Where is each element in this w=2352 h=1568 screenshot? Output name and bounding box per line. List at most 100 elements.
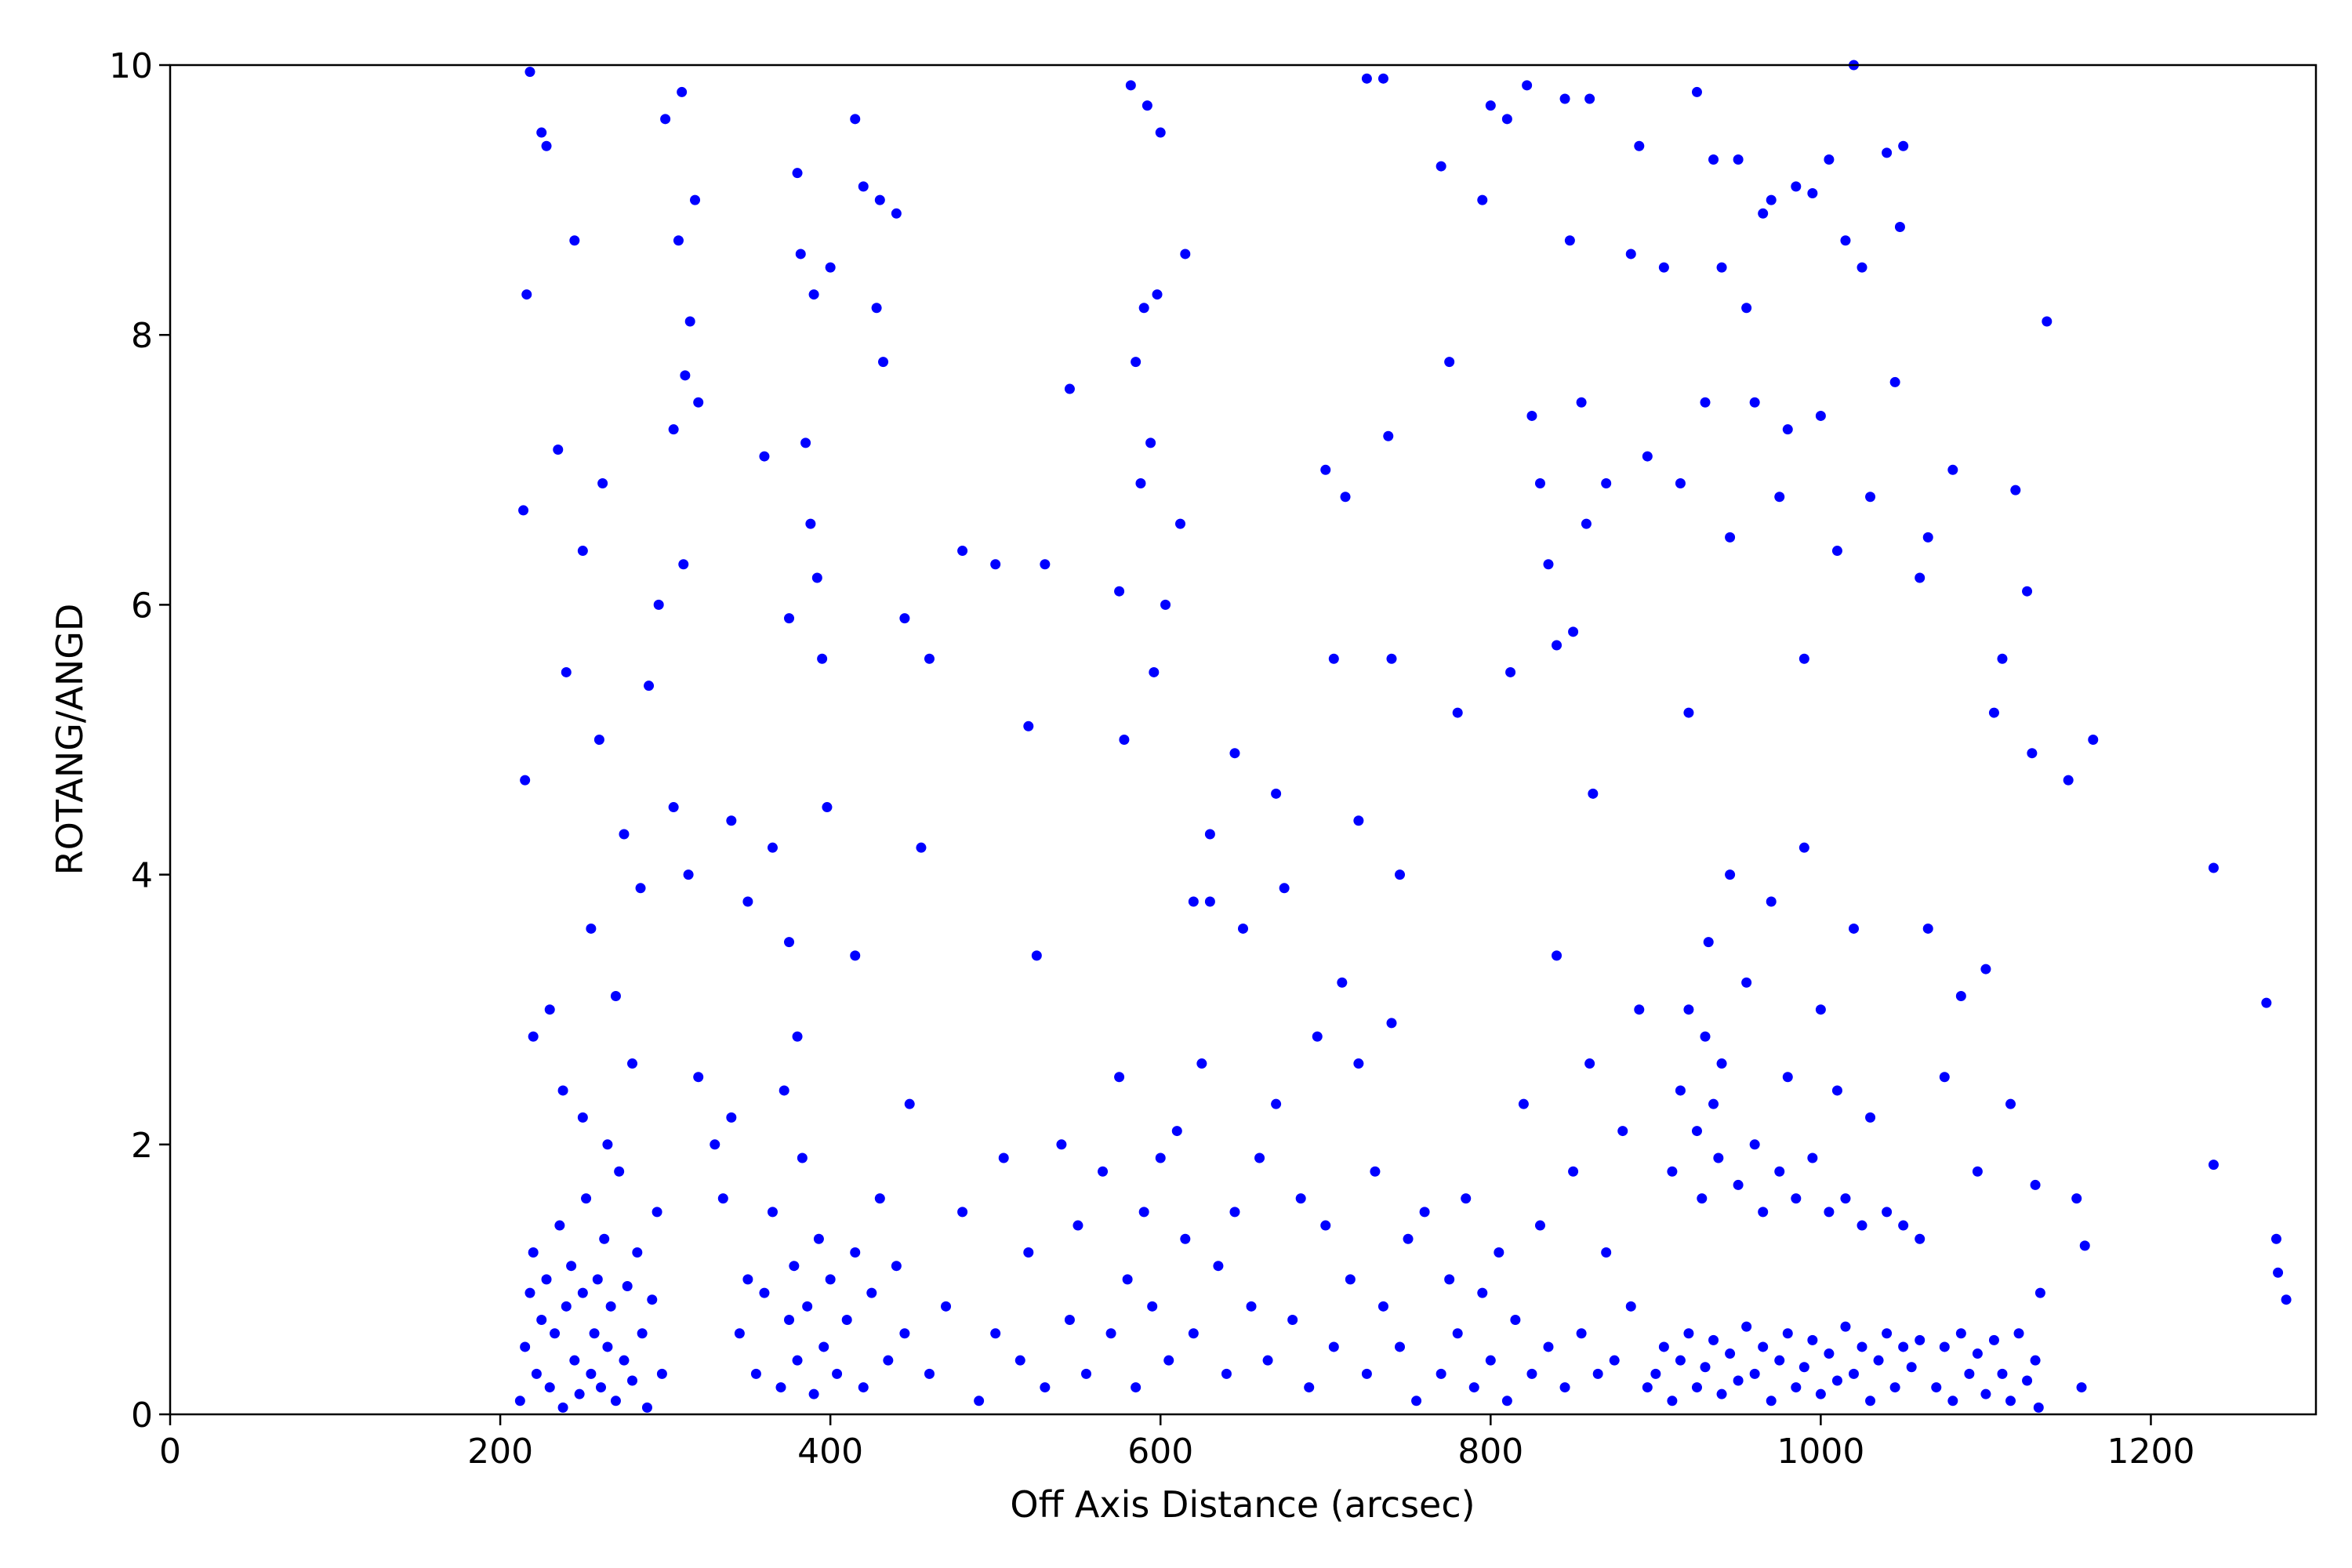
data-point: [1798, 1362, 1809, 1373]
y-tick-label: 4: [131, 856, 153, 896]
data-point: [742, 896, 753, 907]
data-point: [1444, 357, 1455, 368]
data-point: [1543, 1341, 1554, 1352]
data-point: [1386, 653, 1397, 664]
data-point: [1831, 546, 1842, 557]
data-point: [1526, 1368, 1537, 1379]
y-tick-label: 10: [109, 46, 153, 86]
data-point: [1749, 1368, 1760, 1379]
data-point: [1477, 194, 1488, 205]
data-point: [1353, 815, 1364, 826]
data-point: [1188, 896, 1199, 907]
data-point: [871, 303, 882, 314]
data-point: [1229, 748, 1240, 759]
data-point: [899, 613, 910, 624]
data-point: [1534, 478, 1545, 489]
data-point: [1725, 869, 1736, 880]
data-point: [668, 802, 679, 813]
data-point: [1229, 1207, 1240, 1218]
data-point: [652, 1207, 662, 1218]
data-point: [577, 1287, 588, 1298]
data-point: [1056, 1139, 1067, 1150]
data-point: [1518, 1098, 1529, 1109]
data-point: [544, 1004, 555, 1015]
data-point: [1782, 1328, 1793, 1339]
data-point: [2030, 1179, 2041, 1190]
y-tick-label: 0: [131, 1396, 153, 1436]
data-point: [1377, 1301, 1388, 1312]
data-point: [536, 1315, 547, 1326]
data-point: [1328, 653, 1339, 664]
data-point: [904, 1098, 915, 1109]
data-point: [1501, 1396, 1512, 1406]
data-point: [822, 802, 833, 813]
data-point: [2071, 1193, 2082, 1204]
data-point: [1174, 518, 1185, 529]
data-point: [2013, 1328, 2024, 1339]
data-point: [1501, 114, 1512, 125]
data-point: [1716, 262, 1727, 273]
data-point: [1295, 1193, 1306, 1204]
data-point: [1246, 1301, 1257, 1312]
data-point: [1617, 1126, 1628, 1137]
data-point: [528, 1247, 539, 1258]
data-point: [2022, 586, 2033, 597]
data-point: [850, 114, 861, 125]
data-point: [1824, 1348, 1835, 1359]
data-point: [1848, 923, 1859, 934]
data-point: [1345, 1274, 1356, 1285]
data-point: [2208, 862, 2219, 873]
data-point: [1568, 1166, 1579, 1177]
x-tick-label: 1000: [1777, 1432, 1864, 1472]
data-point: [832, 1368, 843, 1379]
data-point: [1824, 1207, 1835, 1218]
data-point: [593, 735, 604, 745]
data-point: [874, 1193, 885, 1204]
data-point: [1601, 478, 1612, 489]
data-point: [1700, 1031, 1711, 1042]
data-point: [1725, 1348, 1736, 1359]
data-point: [574, 1388, 585, 1399]
data-point: [1733, 1179, 1744, 1190]
data-point: [673, 235, 684, 246]
data-point: [1774, 1166, 1785, 1177]
data-point: [1328, 1341, 1339, 1352]
data-point: [656, 1368, 667, 1379]
data-point: [1254, 1152, 1265, 1163]
data-point: [767, 1207, 778, 1218]
data-point: [1873, 1355, 1884, 1366]
data-point: [916, 842, 927, 853]
data-point: [1271, 788, 1282, 799]
data-point: [818, 1341, 829, 1352]
data-point: [1667, 1396, 1678, 1406]
data-point: [605, 1301, 616, 1312]
data-point: [2005, 1396, 2016, 1406]
data-point: [1713, 1152, 1724, 1163]
data-point: [541, 140, 552, 151]
data-point: [1700, 397, 1711, 408]
data-point: [759, 1287, 770, 1298]
data-point: [1798, 653, 1809, 664]
data-point: [1703, 937, 1714, 948]
data-point: [710, 1139, 720, 1150]
data-point: [610, 1396, 621, 1406]
data-point: [1485, 100, 1496, 111]
data-point: [726, 815, 737, 826]
data-point: [2063, 775, 2074, 786]
data-point: [553, 444, 564, 455]
data-point: [1588, 788, 1599, 799]
data-point: [541, 1274, 552, 1285]
data-point: [792, 168, 803, 179]
y-tick-label: 2: [131, 1126, 153, 1166]
data-point: [878, 357, 889, 368]
data-point: [1831, 1085, 1842, 1096]
data-point: [1138, 1207, 1149, 1218]
data-point: [1766, 896, 1777, 907]
data-point: [990, 1328, 1001, 1339]
data-point: [1691, 86, 1702, 97]
data-point: [1601, 1247, 1612, 1258]
data-point: [619, 829, 630, 840]
data-point: [742, 1274, 753, 1285]
data-point: [1894, 222, 1905, 233]
